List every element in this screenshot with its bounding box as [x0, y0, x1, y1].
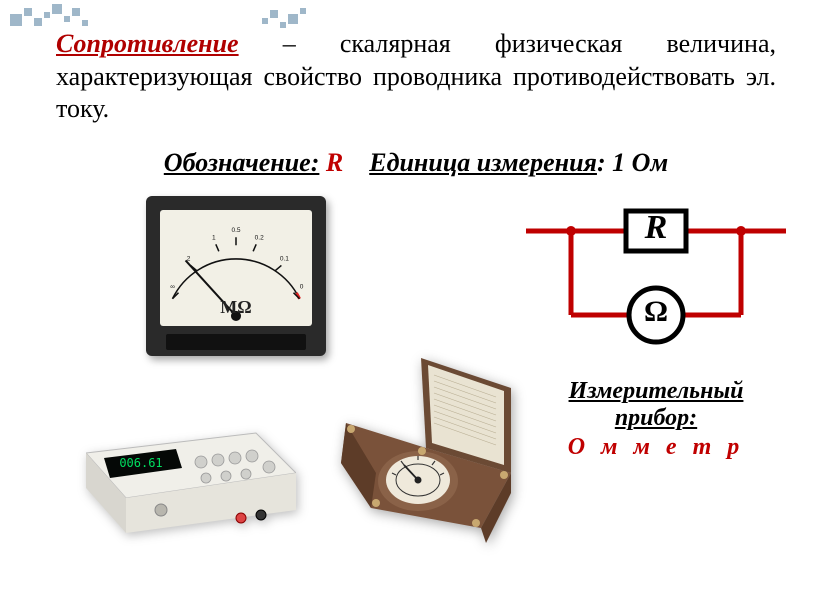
resistor-label: R [526, 209, 786, 247]
notation-line: Обозначение: R Единица измерения: 1 Ом [56, 148, 776, 178]
ohm-symbol: Ω [526, 295, 786, 329]
unit-label: Единица измерения [369, 148, 597, 177]
analog-ohmmeter: ∞ 2 1 0.5 0.2 0.1 0 MΩ [146, 196, 326, 356]
svg-text:0: 0 [300, 283, 304, 290]
svg-text:0.1: 0.1 [280, 255, 289, 262]
digital-ohmmeter: 006.61 [86, 418, 296, 543]
unit-suffix: : [597, 148, 606, 177]
meter1-symbol: MΩ [160, 297, 312, 318]
instrument-title: Измерительный прибор: [541, 378, 771, 432]
svg-text:0.2: 0.2 [255, 234, 264, 241]
definition-paragraph: Сопротивление – скалярная физическая вел… [56, 28, 776, 126]
notation-label: Обозначение: [164, 148, 320, 177]
svg-text:0.5: 0.5 [231, 227, 240, 234]
vintage-ohmmeter [336, 353, 526, 548]
resistor-circuit-symbol: R Ω [526, 203, 786, 358]
svg-text:1: 1 [212, 234, 216, 241]
unit-value: 1 Ом [612, 148, 668, 177]
page-corner-decoration [10, 4, 310, 34]
instrument-caption: Измерительный прибор: О м м е т р [541, 378, 771, 461]
instrument-name: О м м е т р [541, 434, 771, 461]
svg-text:006.61: 006.61 [119, 456, 162, 470]
svg-text:∞: ∞ [170, 283, 175, 290]
notation-value: R [326, 148, 343, 177]
